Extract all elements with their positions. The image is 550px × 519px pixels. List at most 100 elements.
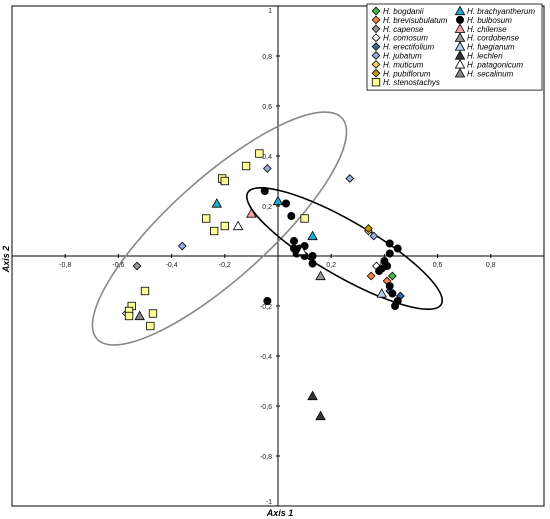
x-tick-label: 0,6 [433, 262, 443, 269]
data-points [122, 149, 405, 421]
data-point [369, 231, 379, 241]
legend-entry: H. pubiflorum [383, 69, 431, 78]
data-point [300, 214, 309, 223]
data-point [272, 195, 284, 206]
legend-marker [371, 68, 381, 78]
data-point [296, 245, 308, 256]
data-point [375, 266, 384, 275]
legend-entry: H. chilense [467, 25, 507, 34]
legend-marker [454, 67, 466, 78]
legend-marker [371, 24, 381, 34]
x-tick-label: -0,8 [59, 262, 71, 269]
data-point [132, 261, 142, 271]
data-point [255, 149, 264, 158]
data-point [241, 161, 251, 171]
data-point [220, 221, 229, 231]
data-point [177, 241, 187, 251]
legend-marker [371, 42, 381, 51]
legend-marker [371, 78, 381, 87]
y-tick-label: 0,8 [262, 54, 272, 61]
y-tick-label: 0,4 [262, 154, 272, 161]
data-point [262, 164, 272, 173]
data-point [220, 176, 229, 186]
legend-entry: H. muticum [383, 60, 424, 69]
data-point [308, 259, 317, 268]
data-point [281, 199, 290, 208]
y-tick-label: 0,6 [262, 104, 272, 111]
data-point [376, 288, 388, 298]
y-tick-label: -0,8 [260, 454, 272, 461]
legend-entry: H. bogdanii [383, 7, 424, 16]
legend-marker [371, 6, 381, 16]
x-tick-label: -0,6 [112, 262, 124, 269]
data-point [385, 239, 394, 248]
x-tick-label: -0,4 [166, 262, 178, 269]
confidence-ellipse [91, 111, 348, 346]
legend-entry: H. patagonicum [467, 60, 523, 69]
y-axis-label: Axis 2 [1, 246, 11, 274]
legend-entry: H. cordobense [467, 34, 520, 43]
legend-marker [455, 15, 464, 24]
data-point [388, 289, 397, 298]
data-point [383, 261, 392, 270]
data-point [232, 220, 244, 231]
legend-marker [371, 33, 381, 43]
confidence-ellipses [91, 111, 444, 346]
data-point [366, 271, 376, 281]
data-point [364, 224, 373, 233]
legend-entry: H. erectifolium [383, 43, 434, 52]
legend-marker [454, 5, 466, 16]
data-point [388, 271, 397, 281]
data-point [385, 281, 394, 290]
data-point [246, 208, 257, 218]
legend-entry: H. lechleri [467, 52, 503, 61]
legend-entry: H. secalinum [467, 69, 514, 78]
data-point [134, 310, 145, 321]
y-tick-label: -0,4 [260, 354, 272, 361]
data-point [148, 309, 158, 318]
legend-entry: H. jubatum [383, 52, 422, 61]
data-point [289, 244, 298, 253]
x-tick-label: 0,2 [326, 262, 336, 269]
data-point [202, 214, 211, 223]
legend-entry: H. brevisubulatum [383, 16, 448, 25]
data-point [391, 301, 400, 310]
legend-entry: H. capense [383, 25, 424, 34]
data-point [345, 174, 355, 183]
y-tick-label: 0,2 [262, 204, 272, 211]
data-point [260, 186, 269, 195]
data-point [308, 251, 317, 260]
data-point [287, 211, 296, 220]
y-tick-label: -0,2 [260, 304, 272, 311]
data-point [210, 226, 219, 236]
legend-marker [371, 15, 381, 25]
y-tick-label: -1 [266, 499, 272, 506]
x-tick-label: -0,2 [219, 262, 231, 269]
data-point [315, 270, 326, 281]
legend-entry: H. bulbosum [467, 16, 512, 25]
y-tick-label: -0,6 [260, 404, 272, 411]
y-tick-label: 1 [268, 8, 272, 15]
legend-entry: H. comosum [383, 34, 428, 43]
x-axis-label: Axis 1 [266, 508, 294, 518]
data-point [124, 311, 134, 321]
legend-marker [371, 51, 381, 60]
x-tick-label: 0,8 [486, 262, 496, 269]
data-point [140, 286, 150, 296]
data-point [263, 296, 272, 305]
legend-marker [371, 60, 381, 69]
legend-entry: H. fuegianum [467, 43, 515, 52]
legend-entry: H. stenostachys [383, 78, 440, 87]
confidence-ellipse [245, 186, 444, 311]
legend-entry: H. brachyantherum [467, 7, 535, 16]
data-point [307, 230, 318, 241]
data-point [146, 321, 155, 331]
data-point [385, 249, 394, 258]
data-point [315, 410, 326, 421]
data-point [289, 236, 298, 245]
data-point [211, 198, 223, 208]
data-point [393, 244, 402, 253]
data-point [307, 390, 318, 401]
